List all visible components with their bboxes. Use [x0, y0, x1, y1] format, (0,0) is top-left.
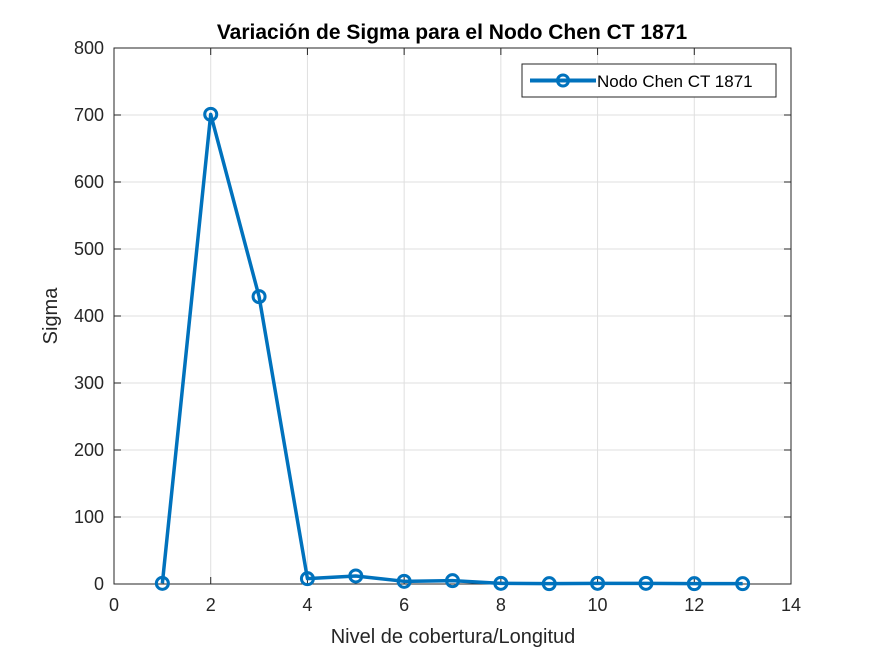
x-tick-label: 10 — [588, 595, 608, 615]
x-tick-label: 0 — [109, 595, 119, 615]
data-point — [445, 573, 460, 589]
x-tick-label: 12 — [684, 595, 704, 615]
data-point — [638, 575, 654, 591]
y-tick-label: 800 — [74, 38, 104, 58]
grid — [114, 48, 791, 584]
data-point — [493, 575, 509, 591]
y-tick-label: 600 — [74, 172, 104, 192]
x-tick-label: 14 — [781, 595, 801, 615]
y-tick-label: 300 — [74, 373, 104, 393]
data-point — [154, 575, 170, 591]
legend: Nodo Chen CT 1871 — [521, 63, 777, 98]
data-point — [541, 576, 557, 592]
data-point — [396, 573, 412, 589]
data-point — [203, 106, 219, 122]
y-tick-label: 400 — [74, 306, 104, 326]
x-tick-label: 6 — [399, 595, 409, 615]
x-axis-label: Nivel de cobertura/Longitud — [331, 626, 576, 648]
y-tick-label: 0 — [94, 574, 104, 594]
chart-title: Variación de Sigma para el Nodo Chen CT … — [217, 21, 688, 44]
data-point — [686, 576, 702, 592]
data-point — [251, 289, 267, 305]
data-point — [735, 576, 751, 592]
legend-marker — [556, 73, 570, 88]
x-tick-label: 2 — [206, 595, 216, 615]
data-point — [590, 575, 606, 591]
data-point — [299, 571, 315, 587]
x-tick-label: 4 — [302, 595, 312, 615]
tick-labels: 0 2 4 6 8 10 12 14 0 100 200 300 400 500 600 700 800 — [74, 38, 801, 615]
series-line — [160, 112, 743, 586]
y-tick-label: 500 — [74, 239, 104, 259]
x-tick-label: 8 — [496, 595, 506, 615]
series-layer — [154, 106, 751, 592]
y-axis-label: Sigma — [40, 287, 62, 345]
y-tick-label: 100 — [74, 507, 104, 527]
legend-label: Nodo Chen CT 1871 — [597, 72, 753, 91]
y-tick-label: 700 — [74, 105, 104, 125]
y-tick-label: 200 — [74, 440, 104, 460]
data-point — [348, 568, 364, 584]
